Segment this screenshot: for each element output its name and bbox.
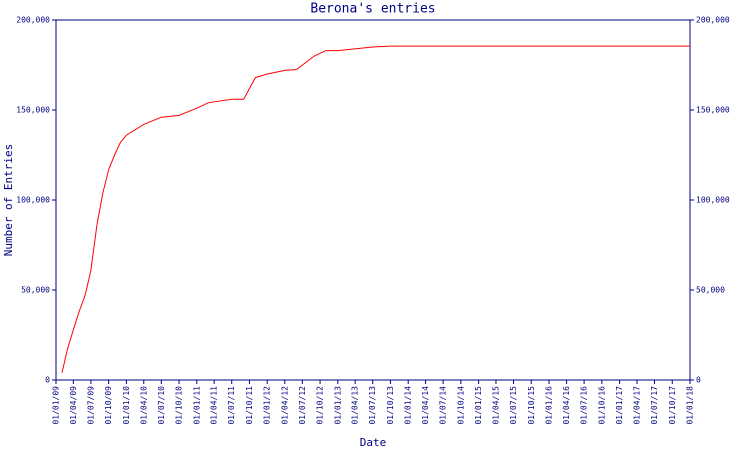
x-tick-label: 01/04/17: [632, 386, 641, 425]
x-tick-label: 01/04/14: [421, 386, 430, 425]
x-tick-label: 01/01/18: [686, 386, 695, 425]
x-tick-label: 01/01/16: [545, 386, 554, 425]
x-tick-label: 01/07/14: [439, 386, 448, 425]
x-tick-label: 01/07/16: [580, 386, 589, 425]
line-series: [61, 45, 690, 373]
y2-tick-label: 50,000: [696, 286, 725, 295]
y-tick-label: 200,000: [16, 16, 50, 25]
x-tick-label: 01/04/15: [491, 386, 500, 425]
y-tick-label: 50,000: [21, 286, 50, 295]
x-tick-label: 01/07/10: [157, 386, 166, 425]
y-tick-label: 150,000: [16, 106, 50, 115]
x-tick-label: 01/04/11: [210, 386, 219, 425]
y2-tick-label: 100,000: [696, 196, 730, 205]
x-tick-label: 01/07/11: [227, 386, 236, 425]
x-tick-label: 01/01/13: [333, 386, 342, 425]
x-tick-label: 01/01/15: [474, 386, 483, 425]
x-tick-label: 01/04/12: [280, 386, 289, 425]
y-tick-label: 0: [45, 376, 50, 385]
x-tick-label: 01/04/13: [351, 386, 360, 425]
plot-frame: [55, 19, 691, 381]
x-tick-label: 01/01/10: [122, 386, 131, 425]
x-tick-label: 01/04/09: [69, 386, 78, 425]
x-tick-label: 01/10/11: [245, 386, 254, 425]
x-tick-label: 01/10/17: [668, 386, 677, 425]
x-tick-label: 01/01/12: [263, 386, 272, 425]
x-tick-label: 01/01/14: [404, 386, 413, 425]
x-tick-label: 01/10/10: [175, 386, 184, 425]
chart-title: Berona's entries: [310, 2, 435, 17]
y-axis-label: Number of Entries: [2, 144, 15, 257]
x-tick-label: 01/10/12: [316, 386, 325, 425]
y2-tick-label: 200,000: [696, 16, 730, 25]
x-tick-label: 01/07/09: [86, 386, 95, 425]
x-tick-label: 01/07/15: [509, 386, 518, 425]
x-tick-label: 01/07/12: [298, 386, 307, 425]
x-tick-label: 01/07/13: [368, 386, 377, 425]
x-tick-label: 01/01/09: [52, 386, 61, 425]
x-tick-label: 01/07/17: [650, 386, 659, 425]
x-tick-label: 01/10/16: [597, 386, 606, 425]
x-tick-label: 01/04/16: [562, 386, 571, 425]
x-tick-label: 01/01/17: [615, 386, 624, 425]
x-tick-label: 01/10/09: [104, 386, 113, 425]
x-tick-label: 01/10/14: [456, 386, 465, 425]
x-tick-label: 01/04/10: [139, 386, 148, 425]
x-axis-label: Date: [360, 436, 387, 449]
y2-tick-label: 150,000: [696, 106, 730, 115]
x-tick-label: 01/10/15: [527, 386, 536, 425]
x-tick-label: 01/01/11: [192, 386, 201, 425]
x-tick-label: 01/10/13: [386, 386, 395, 425]
y2-tick-label: 0: [696, 376, 701, 385]
y-tick-label: 100,000: [16, 196, 50, 205]
